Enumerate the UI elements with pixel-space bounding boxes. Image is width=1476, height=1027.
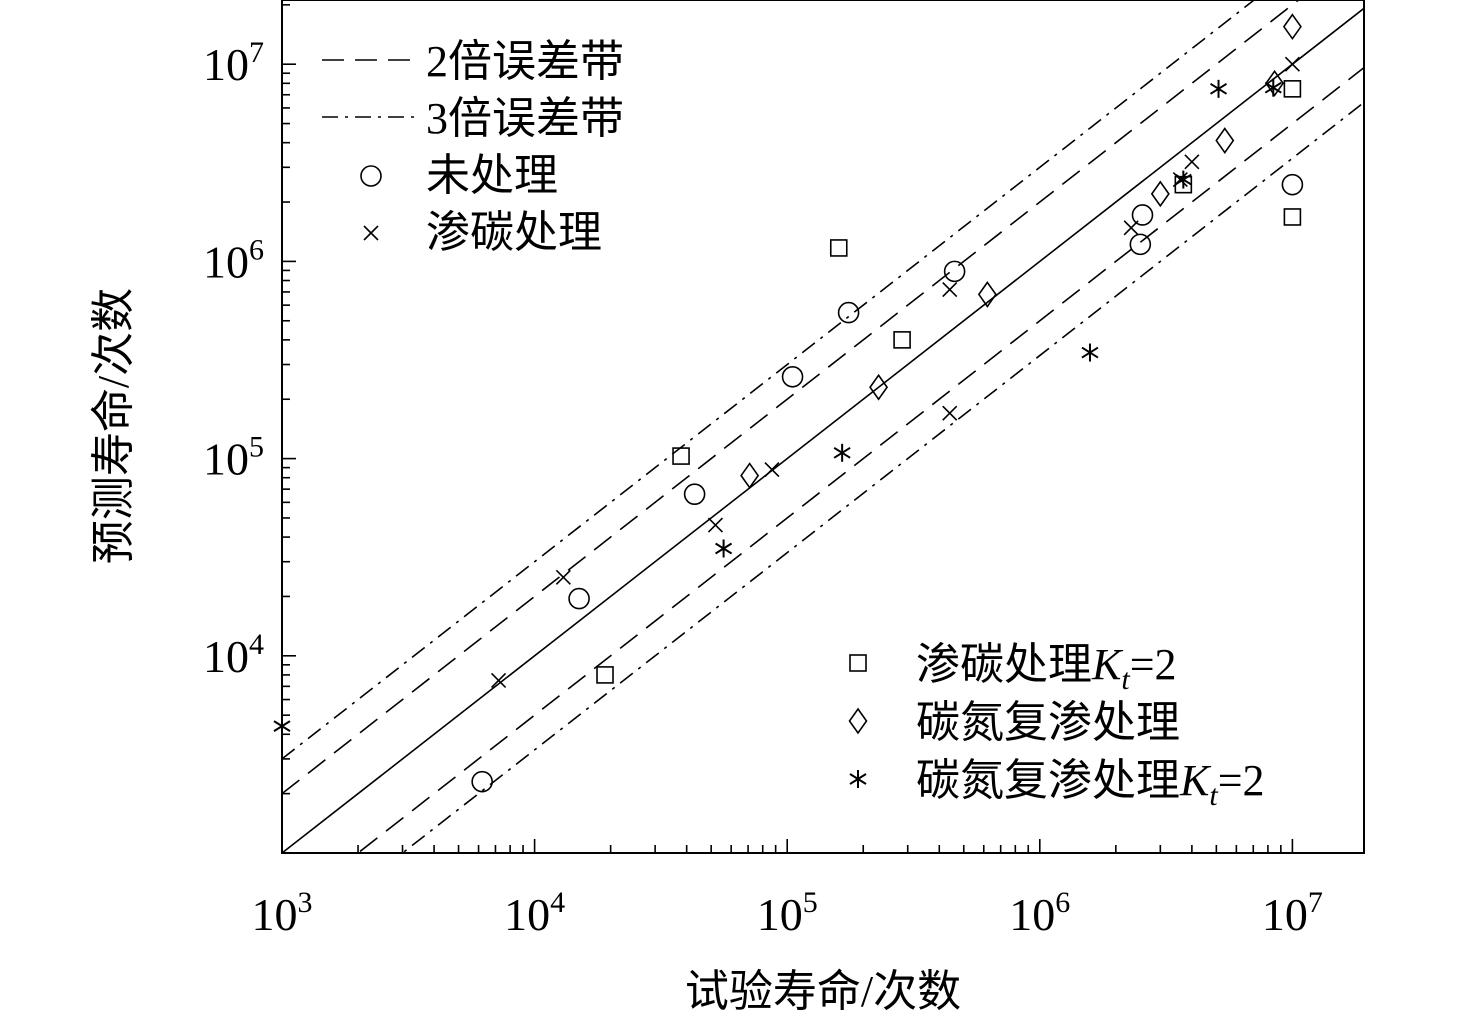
y-tick-label: 105 xyxy=(203,431,264,485)
reference-lines xyxy=(282,0,1364,853)
reference-line-dashed xyxy=(356,66,1364,853)
data-point-x xyxy=(1184,154,1200,170)
data-point-diamond xyxy=(1282,13,1302,41)
legend-label: 渗碳处理 xyxy=(426,208,602,257)
legend-label: 未处理 xyxy=(426,151,558,200)
data-point-circle xyxy=(781,365,804,388)
x-tick-label: 104 xyxy=(504,886,565,940)
data-point-circle xyxy=(1281,173,1304,196)
data-point-x xyxy=(764,461,780,478)
y-tick-label: 107 xyxy=(203,36,264,90)
data-point-asterisk xyxy=(1264,78,1282,97)
x-tick-label: 105 xyxy=(757,886,818,940)
data-point-circle xyxy=(471,770,493,793)
data-point-x xyxy=(942,405,958,421)
data-point-asterisk xyxy=(1174,170,1192,189)
legend-marker-asterisk xyxy=(849,770,867,788)
axis-tick-labels: 103 104 105 106 107 104 105 106 107 xyxy=(203,36,1323,940)
data-point-diamond xyxy=(1215,127,1235,154)
legend-marker-diamond xyxy=(848,707,868,735)
x-axis-label: 试验寿命/次数 xyxy=(685,967,961,1016)
data-point-circle xyxy=(1129,233,1152,256)
data-point-x xyxy=(942,281,958,298)
legend-label: 碳氮复渗处理Kt=2 xyxy=(916,756,1265,812)
data-point-x xyxy=(555,569,571,585)
reference-line-dashdot xyxy=(401,101,1364,853)
legend-marker-x xyxy=(363,225,379,241)
data-point-diamond xyxy=(1150,180,1170,208)
data-point-square xyxy=(893,331,911,349)
data-point-circle xyxy=(568,587,590,610)
data-point-circle xyxy=(683,483,706,505)
data-point-square xyxy=(596,666,614,684)
axis-ticks xyxy=(281,4,1294,854)
legend-label: 2倍误差带 xyxy=(426,37,624,86)
data-point-square xyxy=(1283,80,1302,98)
y-axis-label: 预测寿命/次数 xyxy=(89,288,138,564)
x-tick-label: 107 xyxy=(1262,886,1323,940)
data-point-asterisk xyxy=(1081,343,1099,362)
data-point-asterisk xyxy=(1210,79,1228,98)
data-point-x xyxy=(1284,56,1300,72)
data-point-asterisk xyxy=(833,443,851,462)
data-point-x xyxy=(1123,220,1139,236)
data-point-square xyxy=(829,239,848,257)
legend-label: 渗碳处理Kt=2 xyxy=(916,640,1177,696)
data-point-diamond xyxy=(869,373,889,401)
y-tick-label: 106 xyxy=(203,233,264,287)
data-point-circle xyxy=(943,260,966,283)
x-tick-label: 106 xyxy=(1009,886,1070,940)
data-point-diamond xyxy=(1265,69,1285,97)
data-point-x xyxy=(707,517,724,533)
data-point-square xyxy=(672,447,690,465)
data-point-square xyxy=(1283,208,1302,226)
data-point-asterisk xyxy=(715,539,733,558)
legend-marker-circle xyxy=(360,165,382,187)
reference-line-dashdot xyxy=(282,0,1256,760)
data-point-diamond xyxy=(740,462,760,489)
legend-label: 碳氮复渗处理 xyxy=(916,698,1180,747)
reference-line-solid xyxy=(282,7,1364,853)
x-tick-label: 103 xyxy=(252,886,313,940)
data-point-x xyxy=(490,672,507,689)
data-point-circle xyxy=(837,301,860,324)
y-tick-label: 104 xyxy=(203,628,264,682)
legend-marker-square xyxy=(849,654,867,672)
reference-line-dashed xyxy=(282,0,1300,795)
data-point-circle xyxy=(1131,204,1154,226)
data-point-diamond xyxy=(977,281,997,308)
data-markers xyxy=(273,13,1304,793)
plot-frame xyxy=(281,0,1365,854)
legend-label: 3倍误差带 xyxy=(426,94,624,143)
